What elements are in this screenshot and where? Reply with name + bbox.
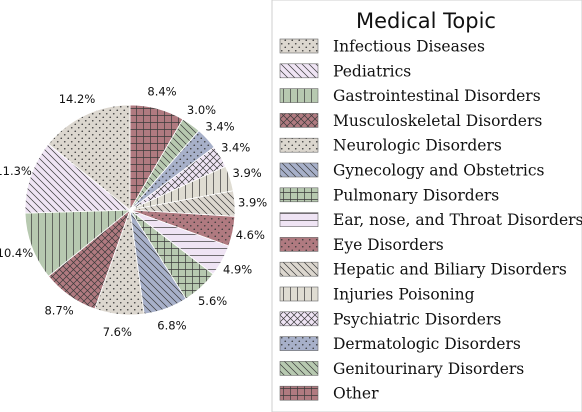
legend-label-infectious-diseases: Infectious Diseases — [333, 38, 485, 56]
slice-label-dermatologic-disorders: 3.4% — [205, 119, 234, 133]
legend-label-hepatic-and-biliary-disorders: Hepatic and Biliary Disorders — [333, 261, 567, 279]
legend-swatch-hepatic-and-biliary-disorders — [279, 261, 319, 277]
legend-label-genitourinary-disorders: Genitourinary Disorders — [333, 360, 524, 378]
pie-value-labels: 8.4% 3.0% 3.4% 3.4% 3.9% 3.9% 4.6% 4.9% 5.6% 6.8%… — [0, 84, 267, 339]
legend-item-pulmonary-disorders: Pulmonary Disorders — [279, 186, 499, 204]
slice-label-ear-nose-and-throat-disorders: 4.9% — [223, 262, 252, 276]
slice-label-eye-disorders: 4.6% — [236, 228, 265, 242]
pie-slices — [24, 104, 236, 316]
legend-item-musculoskeletal-disorders: Musculoskeletal Disorders — [279, 112, 542, 130]
slice-label-genitourinary-disorders: 3.0% — [187, 103, 216, 117]
legend-label-musculoskeletal-disorders: Musculoskeletal Disorders — [333, 112, 542, 130]
legend-swatch-infectious-diseases — [279, 38, 319, 54]
slice-label-infectious-diseases: 14.2% — [59, 92, 96, 106]
slice-label-musculoskeletal-disorders: 8.7% — [44, 303, 73, 317]
legend-label-injuries-poisoning: Injuries Poisoning — [333, 286, 475, 304]
legend-item-dermatologic-disorders: Dermatologic Disorders — [279, 335, 521, 353]
legend-swatch-genitourinary-disorders — [279, 361, 319, 376]
legend-swatch-injuries-poisoning — [279, 286, 319, 302]
legend-swatch-gynecology-and-obstetrics — [279, 162, 319, 178]
legend-item-pediatrics: Pediatrics — [279, 62, 411, 80]
legend-item-infectious-diseases: Infectious Diseases — [279, 38, 485, 56]
legend-swatch-gastrointestinal-disorders — [279, 88, 319, 103]
legend-swatch-eye-disorders — [279, 237, 319, 252]
legend-swatch-neurologic-disorders — [279, 137, 319, 153]
legend-swatch-pulmonary-disorders — [279, 187, 319, 203]
legend-swatch-other — [279, 385, 319, 401]
slice-label-psychiatric-disorders: 3.4% — [221, 140, 250, 154]
legend-item-other: Other — [279, 385, 379, 403]
legend-item-ear-nose-and-throat-disorders: Ear, nose, and Throat Disorders — [279, 211, 582, 229]
legend-swatch-musculoskeletal-disorders — [279, 113, 319, 128]
legend-item-injuries-poisoning: Injuries Poisoning — [279, 286, 475, 304]
pie-slice-infectious-diseases — [47, 104, 131, 211]
slice-label-injuries-poisoning: 3.9% — [232, 166, 261, 180]
legend-swatch-psychiatric-disorders — [279, 311, 319, 327]
legend-title: Medical Topic — [356, 9, 496, 33]
legend-item-psychiatric-disorders: Psychiatric Disorders — [279, 310, 501, 328]
slice-label-gastrointestinal-disorders: 10.4% — [0, 246, 33, 260]
slice-label-pediatrics: 11.3% — [0, 164, 32, 178]
legend-label-eye-disorders: Eye Disorders — [333, 236, 444, 254]
slice-label-pulmonary-disorders: 5.6% — [198, 294, 227, 308]
legend-label-psychiatric-disorders: Psychiatric Disorders — [333, 310, 501, 328]
slice-label-hepatic-and-biliary-disorders: 3.9% — [238, 196, 267, 210]
legend-item-hepatic-and-biliary-disorders: Hepatic and Biliary Disorders — [279, 261, 567, 279]
pie-slice-gastrointestinal-disorders — [24, 209, 132, 277]
legend-label-dermatologic-disorders: Dermatologic Disorders — [333, 335, 521, 353]
legend-item-genitourinary-disorders: Genitourinary Disorders — [279, 360, 524, 378]
legend-item-gastrointestinal-disorders: Gastrointestinal Disorders — [279, 87, 541, 105]
slice-label-other: 8.4% — [147, 84, 176, 98]
pie-slice-pediatrics — [24, 143, 132, 214]
legend-label-gynecology-and-obstetrics: Gynecology and Obstetrics — [333, 162, 545, 180]
legend-swatch-dermatologic-disorders — [279, 336, 319, 351]
slice-label-gynecology-and-obstetrics: 6.8% — [157, 319, 186, 333]
legend-items: Infectious Diseases Pediatrics Gastrointes… — [279, 38, 582, 403]
legend-label-neurologic-disorders: Neurologic Disorders — [333, 137, 502, 155]
legend-label-pediatrics: Pediatrics — [333, 62, 411, 80]
legend: Medical Topic Infectious Diseases Pediatr… — [271, 0, 582, 412]
slice-label-neurologic-disorders: 7.6% — [103, 325, 132, 339]
legend-swatch-pediatrics — [279, 63, 319, 79]
legend-item-eye-disorders: Eye Disorders — [279, 236, 444, 254]
legend-label-ear-nose-and-throat-disorders: Ear, nose, and Throat Disorders — [333, 211, 582, 229]
legend-label-pulmonary-disorders: Pulmonary Disorders — [333, 186, 499, 204]
legend-item-neurologic-disorders: Neurologic Disorders — [279, 137, 502, 155]
legend-label-other: Other — [333, 385, 379, 403]
legend-swatch-ear-nose-and-throat-disorders — [279, 212, 319, 227]
legend-frame — [271, 0, 582, 412]
legend-label-gastrointestinal-disorders: Gastrointestinal Disorders — [333, 87, 541, 105]
legend-item-gynecology-and-obstetrics: Gynecology and Obstetrics — [279, 162, 545, 180]
